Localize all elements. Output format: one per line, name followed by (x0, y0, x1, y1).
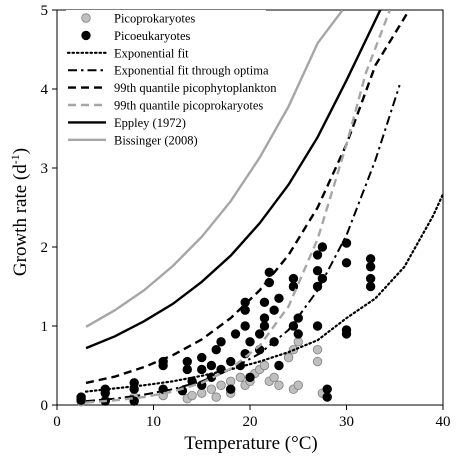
legend-marker-picoeukaryotes (81, 30, 91, 41)
scatter-point-picoeukaryotes (341, 258, 352, 268)
scatter-point-picoprokaryotes (293, 337, 303, 347)
curve-bissinger-2008 (85, 10, 344, 328)
scatter-point-picoprokaryotes (269, 372, 279, 383)
x-tick-label: 40 (436, 414, 451, 430)
x-tick-label: 0 (53, 414, 61, 430)
legend-backdrop (66, 10, 266, 26)
scatter-point-picoeukaryotes (76, 392, 86, 402)
scatter-point-picoeukaryotes (211, 345, 221, 355)
scatter-point-picoeukaryotes (259, 321, 270, 331)
scatter-point-picoeukaryotes (240, 297, 250, 308)
scatter-point-picoeukaryotes (197, 352, 207, 363)
scatter-point-picoeukaryotes (274, 360, 284, 371)
y-tick-label: 1 (41, 319, 49, 335)
scatter-point-picoeukaryotes (341, 238, 352, 248)
y-tick-label: 0 (41, 398, 49, 414)
scatter-point-picoprokaryotes (283, 352, 294, 363)
scatter-point-picoeukaryotes (182, 364, 192, 375)
scatter-point-picoeukaryotes (245, 372, 255, 383)
scatter-point-picoeukaryotes (259, 297, 270, 308)
scatter-point-picoeukaryotes (264, 267, 275, 277)
y-axis-label-main: Growth rate (d (10, 164, 31, 276)
scatter-point-picoeukaryotes (182, 356, 192, 367)
scatter-point-picoeukaryotes (322, 392, 332, 402)
scatter-point-picoeukaryotes (230, 329, 241, 339)
scatter-point-picoprokaryotes (225, 376, 236, 387)
legend-label-eppley-1972: Eppley (1972) (114, 116, 186, 130)
scatter-point-picoprokaryotes (187, 390, 197, 401)
legend-label-picoeukaryotes: Picoeukaryotes (114, 29, 191, 43)
scatter-point-picoeukaryotes (317, 242, 328, 252)
scatter-point-picoprokaryotes (197, 388, 207, 398)
scatter-point-picoeukaryotes (312, 266, 323, 276)
scatter-point-picoeukaryotes (293, 329, 303, 339)
legend-label-exponential-fit-through-optima: Exponential fit through optima (114, 64, 269, 78)
scatter-point-picoeukaryotes (225, 384, 236, 394)
scatter-point-picoeukaryotes (312, 321, 323, 331)
legend-label-picoprokaryotes: Picoprokaryotes (114, 12, 195, 26)
plot-area: 0 10 20 30 40 0 1 2 3 4 5 Picoprokaryotes Picoeukary… (41, 3, 451, 430)
scatter-point-picoprokaryotes (216, 380, 226, 390)
scatter-point-picoeukaryotes (197, 364, 207, 375)
x-axis-label: Temperature (°C) (184, 433, 317, 454)
scatter-point-picoeukaryotes (365, 281, 376, 292)
scatter-point-picoeukaryotes (288, 273, 299, 284)
scatter-point-picoeukaryotes (322, 384, 332, 394)
y-axis-label-close: ) (10, 148, 31, 154)
legend-label-bissinger-2008: Bissinger (2008) (114, 133, 198, 147)
scatter-point-picoeukaryotes (269, 305, 279, 315)
scatter-point-picoeukaryotes (206, 360, 217, 371)
x-tick-label: 10 (146, 414, 161, 430)
scatter-point-picoprokaryotes (235, 372, 246, 383)
scatter-point-picoeukaryotes (216, 337, 226, 347)
curve-99th-quantile-picophytoplankton (85, 10, 411, 385)
legend-marker-picoprokaryotes (81, 13, 91, 23)
scatter-point-picoeukaryotes (365, 273, 376, 284)
scatter-point-picoeukaryotes (240, 321, 250, 331)
scatter-point-picoeukaryotes (225, 356, 236, 367)
curve-exponential-fit-through-optima (85, 84, 401, 403)
scatter-point-picoeukaryotes (365, 254, 376, 264)
curve-exponential-fit (84, 193, 443, 393)
scatter-point-picoprokaryotes (259, 360, 270, 371)
curve-99th-quantile-picoprokaryotes (85, 10, 392, 404)
scatter-point-picoprokaryotes (206, 384, 217, 394)
y-axis-label-superscript: -1 (8, 154, 22, 164)
scatter-point-picoprokaryotes (274, 380, 284, 390)
scatter-point-picoeukaryotes (312, 250, 323, 260)
scatter-point-picoprokaryotes (312, 356, 323, 367)
scatter-point-picoeukaryotes (365, 262, 376, 272)
scatter-point-picoprokaryotes (293, 380, 303, 390)
legend-backdrop (66, 27, 266, 44)
y-tick-label: 2 (41, 240, 49, 256)
y-tick-label: 5 (41, 3, 49, 19)
scatter-point-picoeukaryotes (274, 293, 284, 304)
y-tick-label: 4 (41, 82, 49, 98)
curve-eppley-1972 (85, 10, 382, 350)
scatter-point-picoprokaryotes (211, 392, 221, 402)
y-tick-label: 3 (41, 161, 49, 177)
legend-label-exponential-fit: Exponential fit (114, 46, 189, 60)
scatter-point-picoeukaryotes (254, 329, 265, 339)
x-tick-label: 30 (339, 414, 354, 430)
scatter-point-picoeukaryotes (259, 313, 270, 323)
legend-label-99th-quantile-picophytoplankton: 99th quantile picophytoplankton (114, 81, 277, 95)
scatter-point-picoeukaryotes (245, 337, 255, 347)
scatter-point-picoprokaryotes (312, 345, 323, 355)
y-axis-label: Growth rate (d-1) (8, 148, 31, 276)
legend-label-99th-quantile-picoprokaryotes: 99th quantile picoprokaryotes (114, 99, 263, 113)
x-tick-label: 20 (243, 414, 258, 430)
scatter-point-picoeukaryotes (341, 325, 352, 335)
